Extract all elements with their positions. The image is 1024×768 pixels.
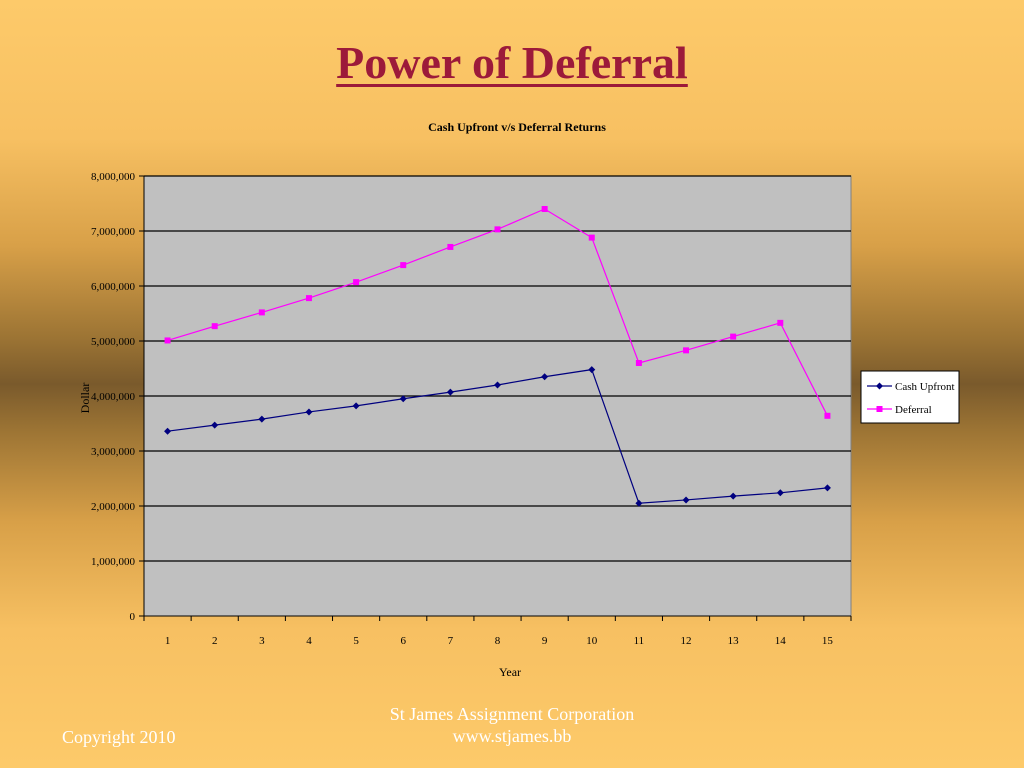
data-point-deferral	[824, 412, 831, 419]
y-tick-label: 2,000,000	[91, 501, 136, 513]
y-tick-label: 6,000,000	[91, 281, 136, 293]
data-point-cash-upfront	[446, 388, 454, 396]
data-point-deferral	[683, 347, 690, 354]
x-axis-label: Year	[499, 665, 521, 679]
copyright-text: Copyright 2010	[62, 727, 176, 747]
data-point-cash-upfront	[164, 427, 172, 435]
x-tick-label: 8	[495, 635, 501, 647]
company-footer: St James Assignment Corporation www.stja…	[312, 703, 712, 747]
x-tick-label: 5	[353, 635, 359, 647]
legend: Cash Upfront Deferral	[860, 370, 960, 424]
x-tick-label: 2	[212, 635, 218, 647]
y-tick-label: 0	[130, 611, 136, 623]
x-tick-label: 3	[259, 635, 265, 647]
legend-label-cash-upfront: Cash Upfront	[895, 381, 955, 393]
company-name: St James Assignment Corporation	[389, 704, 635, 724]
y-axis-label: Dollar	[78, 383, 92, 414]
data-point-cash-upfront	[682, 496, 690, 504]
legend-marker-cash-upfront	[876, 382, 883, 390]
data-point-cash-upfront	[588, 366, 596, 374]
data-point-deferral	[730, 333, 737, 340]
x-tick-label: 11	[634, 635, 645, 647]
x-tick-label: 6	[400, 635, 406, 647]
data-point-cash-upfront	[305, 408, 313, 416]
x-tick-label: 9	[542, 635, 548, 647]
y-tick-label: 4,000,000	[91, 391, 136, 403]
data-point-cash-upfront	[635, 499, 643, 507]
data-point-cash-upfront	[211, 421, 219, 429]
data-point-deferral	[635, 360, 642, 366]
x-tick-label: 10	[586, 635, 598, 647]
data-point-deferral	[400, 262, 407, 269]
data-point-cash-upfront	[541, 373, 549, 381]
y-tick-label: 1,000,000	[91, 556, 136, 568]
data-point-deferral	[305, 295, 312, 302]
data-point-deferral	[164, 337, 171, 344]
data-point-cash-upfront	[494, 381, 501, 389]
x-tick-label: 15	[822, 635, 834, 647]
data-point-cash-upfront	[399, 395, 407, 403]
data-point-cash-upfront	[823, 484, 831, 492]
data-point-deferral	[777, 319, 784, 326]
x-tick-label: 7	[448, 635, 454, 647]
x-tick-label: 4	[306, 635, 312, 647]
y-tick-label: 3,000,000	[91, 446, 136, 458]
y-tick-label: 7,000,000	[91, 226, 136, 238]
slide-title: Power of Deferral	[336, 37, 688, 88]
data-point-cash-upfront	[352, 402, 360, 410]
data-point-cash-upfront	[776, 489, 784, 497]
company-website: www.stjames.bb	[452, 726, 572, 746]
data-point-cash-upfront	[258, 415, 266, 423]
legend-marker-deferral	[876, 406, 883, 412]
legend-box	[860, 370, 960, 424]
data-point-deferral	[211, 323, 218, 330]
data-point-deferral	[447, 243, 454, 250]
x-tick-label: 14	[775, 635, 787, 647]
plot-area: 0 1,000,000 2,000,000 3,000,000 4,000,000 5,0…	[91, 171, 852, 647]
data-point-deferral	[353, 279, 360, 286]
chart-title: Cash Upfront v/s Deferral Returns	[428, 120, 606, 134]
y-tick-label: 5,000,000	[91, 336, 136, 348]
x-tick-label: 12	[681, 635, 692, 647]
x-tick-label: 13	[728, 635, 740, 647]
data-point-deferral	[494, 226, 501, 233]
x-tick-label: 1	[165, 635, 171, 647]
data-point-deferral	[258, 309, 265, 316]
y-tick-label: 8,000,000	[91, 171, 136, 183]
data-point-deferral	[588, 234, 595, 241]
data-point-deferral	[541, 206, 548, 212]
data-point-cash-upfront	[729, 492, 737, 500]
legend-label-deferral: Deferral	[895, 404, 932, 416]
